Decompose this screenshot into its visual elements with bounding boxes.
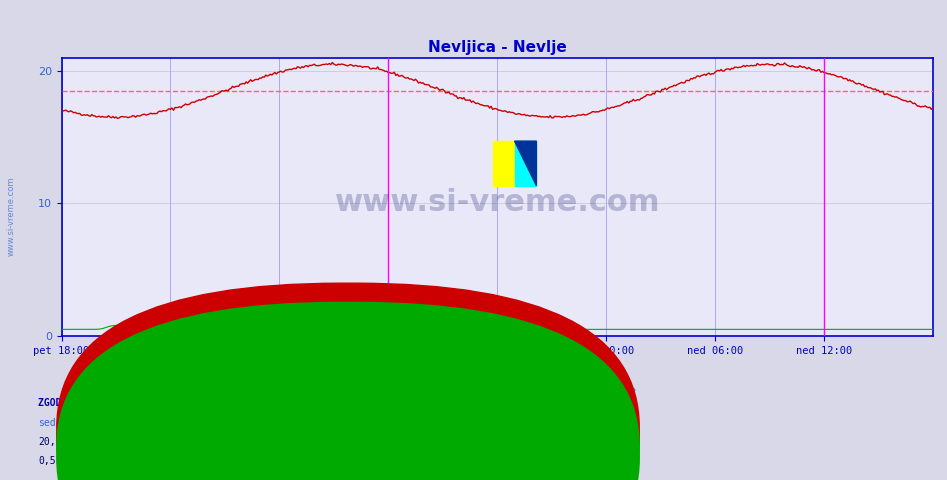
Text: sedaj:: sedaj: (38, 418, 73, 428)
Text: povpr.:: povpr.: (152, 418, 192, 428)
Text: temperatura[C]: temperatura[C] (360, 437, 442, 447)
Text: 20,4: 20,4 (208, 437, 232, 447)
Text: min.:: min.: (95, 418, 124, 428)
Text: 0,4: 0,4 (95, 456, 113, 466)
Text: navpična črta - razdelek 24 ur: navpična črta - razdelek 24 ur (380, 401, 567, 411)
Text: Slovenija / reke in morje.: Slovenija / reke in morje. (392, 350, 555, 360)
Text: Meritve: povprečne  Enote: metrične  Črta: povprečje: Meritve: povprečne Enote: metrične Črta:… (311, 384, 636, 396)
Text: Nevljica - Nevlje: Nevljica - Nevlje (341, 418, 447, 429)
Text: 0,5: 0,5 (38, 456, 56, 466)
Text: 16,6: 16,6 (95, 437, 118, 447)
Text: www.si-vreme.com: www.si-vreme.com (334, 188, 660, 217)
Text: 20,1: 20,1 (38, 437, 62, 447)
Text: zadnja dva dni / 5 minut.: zadnja dva dni / 5 minut. (396, 367, 551, 377)
Text: pretok[m3/s]: pretok[m3/s] (360, 456, 430, 466)
Text: 0,9: 0,9 (208, 456, 226, 466)
Title: Nevljica - Nevlje: Nevljica - Nevlje (428, 40, 566, 55)
Text: ZGODOVINSKE IN TRENUTNE VREDNOSTI: ZGODOVINSKE IN TRENUTNE VREDNOSTI (38, 398, 232, 408)
Polygon shape (514, 141, 536, 186)
Bar (514, 141, 536, 186)
Text: www.si-vreme.com: www.si-vreme.com (7, 176, 16, 256)
Text: 18,5: 18,5 (152, 437, 175, 447)
Text: 0,5: 0,5 (152, 456, 170, 466)
Bar (492, 141, 514, 186)
Text: maks.:: maks.: (208, 418, 243, 428)
